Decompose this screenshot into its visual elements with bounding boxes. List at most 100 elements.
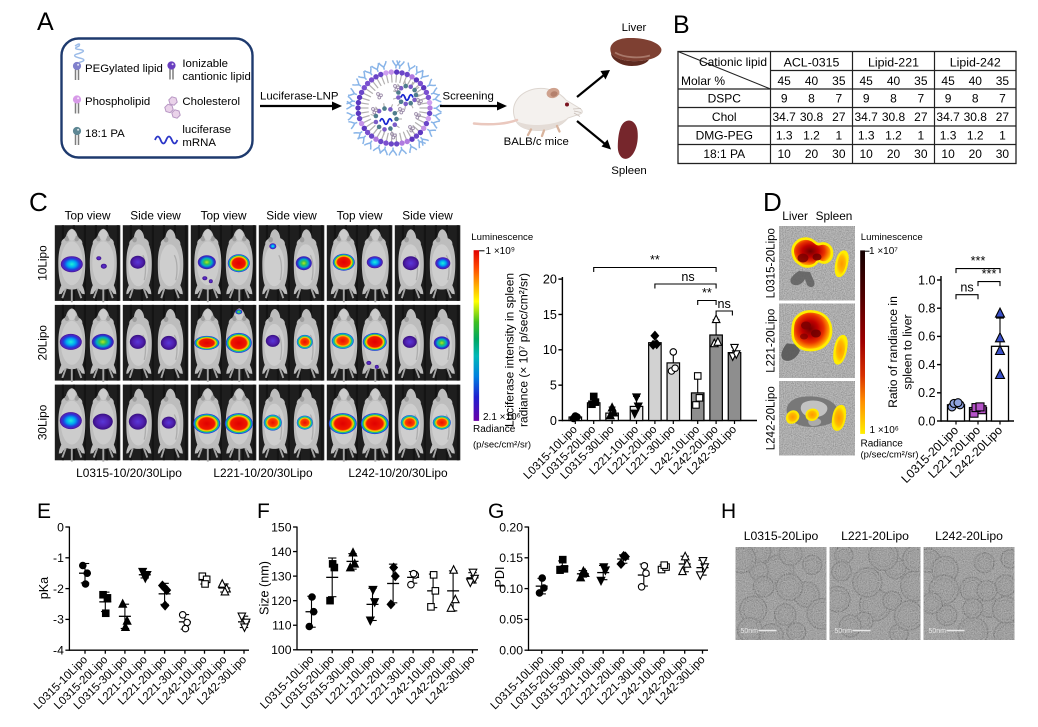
svg-text:0: 0 (550, 414, 557, 428)
svg-text:Top view: Top view (337, 209, 383, 223)
svg-text:***: *** (971, 254, 986, 268)
svg-text:30.8: 30.8 (800, 110, 824, 124)
svg-text:0.0: 0.0 (918, 414, 936, 428)
svg-text:5: 5 (550, 378, 557, 392)
svg-text:1: 1 (917, 129, 924, 143)
svg-text:ACL-0315: ACL-0315 (784, 56, 840, 70)
svg-text:27: 27 (996, 110, 1010, 124)
svg-text:-4: -4 (53, 644, 64, 658)
svg-text:7: 7 (999, 92, 1006, 106)
svg-text:9: 9 (781, 92, 788, 106)
svg-text:Side view: Side view (266, 209, 317, 223)
svg-text:1: 1 (999, 129, 1006, 143)
svg-text:Cationic lipid: Cationic lipid (699, 55, 767, 69)
svg-text:0: 0 (57, 520, 64, 534)
svg-text:D: D (763, 187, 782, 217)
svg-text:9: 9 (945, 92, 952, 106)
svg-text:L242-20Lipo: L242-20Lipo (935, 529, 1003, 543)
svg-text:0.05: 0.05 (499, 613, 523, 627)
svg-text:27: 27 (832, 110, 846, 124)
svg-text:1 ×10⁹: 1 ×10⁹ (486, 246, 516, 257)
svg-text:27: 27 (914, 110, 928, 124)
svg-text:-3: -3 (53, 613, 64, 627)
svg-text:mRNA: mRNA (182, 137, 216, 149)
svg-text:0.10: 0.10 (499, 582, 523, 596)
svg-text:120: 120 (271, 594, 292, 608)
svg-text:L242-20Lipo: L242-20Lipo (766, 386, 778, 450)
svg-text:15: 15 (543, 308, 557, 322)
svg-text:20: 20 (543, 272, 557, 286)
svg-text:spleen to liver: spleen to liver (901, 314, 915, 389)
svg-text:pKa: pKa (37, 577, 51, 599)
svg-text:Ratio of randiance in: Ratio of randiance in (886, 296, 900, 408)
svg-text:45: 45 (941, 74, 955, 88)
svg-text:1 ×10⁷: 1 ×10⁷ (869, 246, 898, 257)
svg-text:2.1 ×10⁶: 2.1 ×10⁶ (483, 412, 521, 423)
svg-text:A: A (37, 8, 54, 36)
svg-text:L242-10/20/30Lipo: L242-10/20/30Lipo (348, 466, 448, 480)
svg-text:Top view: Top view (65, 209, 111, 223)
svg-text:1.3: 1.3 (858, 129, 875, 143)
svg-text:Spleen: Spleen (816, 209, 853, 223)
svg-text:Screening: Screening (443, 91, 494, 103)
svg-text:10: 10 (941, 147, 955, 161)
svg-text:10: 10 (543, 343, 557, 357)
svg-text:8: 8 (890, 92, 897, 106)
svg-text:30: 30 (996, 147, 1010, 161)
svg-text:cantionic lipid: cantionic lipid (182, 71, 250, 83)
svg-text:0.00: 0.00 (499, 644, 523, 658)
svg-text:30: 30 (832, 147, 846, 161)
svg-text:Cholesterol: Cholesterol (182, 96, 240, 108)
svg-text:1: 1 (835, 129, 842, 143)
svg-text:Side view: Side view (130, 209, 181, 223)
svg-text:-1: -1 (53, 551, 64, 565)
svg-text:L221-10/20/30Lipo: L221-10/20/30Lipo (213, 466, 313, 480)
svg-text:B: B (673, 11, 690, 39)
svg-text:10Lipo: 10Lipo (36, 245, 50, 281)
svg-text:radiance (× 10⁷ p/sec/cm²/sr): radiance (× 10⁷ p/sec/cm²/sr) (517, 273, 531, 427)
svg-text:Ionizable: Ionizable (182, 58, 228, 70)
svg-text:Luminescence: Luminescence (861, 232, 923, 243)
svg-text:10: 10 (777, 147, 791, 161)
svg-text:35: 35 (996, 74, 1010, 88)
svg-text:Radiance: Radiance (473, 424, 516, 435)
svg-text:Chol: Chol (712, 110, 737, 124)
svg-text:0.2: 0.2 (918, 386, 936, 400)
svg-text:L221-20Lipo: L221-20Lipo (841, 529, 909, 543)
svg-text:0.15: 0.15 (499, 551, 523, 565)
svg-text:1.3: 1.3 (776, 129, 793, 143)
svg-text:35: 35 (914, 74, 928, 88)
svg-text:0.20: 0.20 (499, 520, 523, 534)
svg-text:luciferase: luciferase (182, 124, 231, 136)
svg-text:1.2: 1.2 (885, 129, 902, 143)
svg-text:***: *** (982, 267, 997, 281)
svg-text:Side view: Side view (402, 209, 453, 223)
svg-text:18:1 PA: 18:1 PA (703, 147, 745, 161)
svg-text:G: G (488, 500, 504, 523)
svg-text:1.3: 1.3 (940, 129, 957, 143)
svg-text:20: 20 (887, 147, 901, 161)
svg-text:E: E (37, 500, 51, 523)
svg-text:110: 110 (272, 619, 292, 633)
svg-text:ns: ns (718, 297, 731, 311)
svg-text:-2: -2 (53, 582, 64, 596)
svg-text:DMG-PEG: DMG-PEG (696, 129, 753, 143)
svg-text:7: 7 (835, 92, 842, 106)
svg-text:0.4: 0.4 (918, 358, 936, 372)
svg-text:30: 30 (914, 147, 928, 161)
svg-text:34.7: 34.7 (772, 110, 796, 124)
svg-text:8: 8 (808, 92, 815, 106)
svg-text:F: F (257, 500, 270, 523)
svg-text:1.2: 1.2 (967, 129, 984, 143)
svg-text:**: ** (650, 253, 660, 267)
svg-text:Lipid-221: Lipid-221 (868, 56, 919, 70)
svg-text:1.0: 1.0 (918, 273, 936, 287)
svg-text:35: 35 (832, 74, 846, 88)
svg-text:(p/sec/cm²/sr): (p/sec/cm²/sr) (473, 439, 531, 450)
svg-text:40: 40 (805, 74, 819, 88)
svg-text:Spleen: Spleen (611, 165, 646, 177)
svg-text:140: 140 (271, 545, 292, 559)
svg-text:BALB/c mice: BALB/c mice (504, 136, 569, 148)
svg-text:Liver: Liver (622, 22, 647, 34)
svg-text:0.6: 0.6 (918, 330, 936, 344)
